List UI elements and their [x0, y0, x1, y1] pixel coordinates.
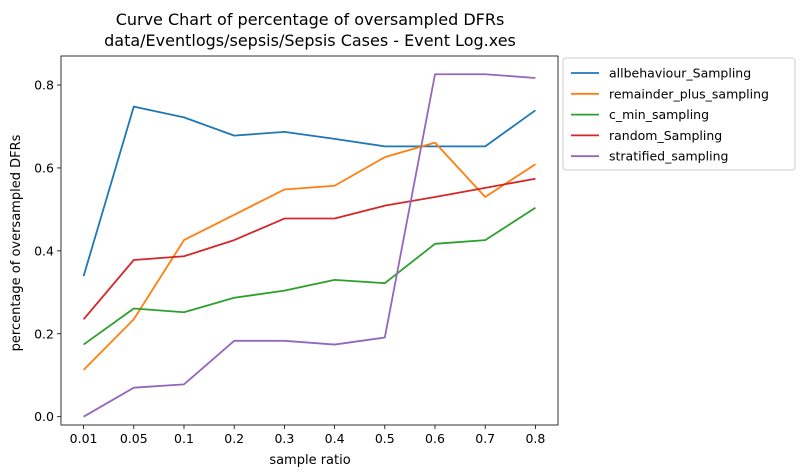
- chart-subtitle: data/Eventlogs/sepsis/Sepsis Cases - Eve…: [104, 31, 516, 50]
- plot-area: 0.01 0.05 0.1 0.2 0.3 0.4 0.5 0.6 0.7 0.8 0.00.20…: [34, 55, 559, 446]
- y-tick-label: 0.6: [34, 160, 54, 175]
- y-tick-label: 0.4: [34, 243, 54, 258]
- chart-title: Curve Chart of percentage of oversampled…: [116, 10, 505, 29]
- y-axis-label: percentage of oversampled DFRs: [9, 134, 24, 351]
- y-tick-label: 0.2: [34, 326, 54, 341]
- legend-label: random_Sampling: [609, 128, 722, 143]
- series-line-random_Sampling: [82, 177, 536, 320]
- y-tick-label: 0.8: [34, 78, 54, 93]
- x-tick-label: 0.7: [475, 431, 495, 446]
- x-axis-label: sample ratio: [269, 453, 350, 468]
- series-line-stratified_sampling: [83, 73, 536, 418]
- series-line-c_min_sampling: [83, 206, 536, 346]
- x-tick-label: 0.01: [70, 431, 98, 446]
- y-tick-label: 0.0: [34, 409, 54, 424]
- legend-box: [562, 57, 796, 171]
- series-line-remainder_plus_sampling: [82, 141, 536, 371]
- x-tick-label: 0.6: [425, 431, 445, 446]
- legend-label: remainder_plus_sampling: [609, 86, 769, 101]
- legend: allbehaviour_Sampling remainder_plus_samp…: [562, 57, 796, 171]
- legend-label: allbehaviour_Sampling: [609, 66, 751, 81]
- series-line-allbehaviour_Sampling: [82, 105, 536, 277]
- x-tick-label: 0.3: [274, 431, 294, 446]
- legend-label: stratified_sampling: [609, 149, 728, 164]
- x-axis: 0.01 0.05 0.1 0.2 0.3 0.4 0.5 0.6 0.7 0.8: [70, 425, 545, 446]
- legend-label: c_min_sampling: [609, 107, 709, 122]
- series-lines: [82, 73, 536, 418]
- x-tick-label: 0.5: [375, 431, 395, 446]
- x-tick-label: 0.2: [224, 431, 244, 446]
- plot-frame: [60, 55, 559, 426]
- x-tick-label: 0.4: [325, 431, 345, 446]
- y-axis: 0.0 0.2 0.4 0.6 0.8: [34, 78, 61, 424]
- x-tick-label: 0.1: [174, 431, 194, 446]
- x-tick-label: 0.8: [525, 431, 545, 446]
- x-tick-label: 0.05: [120, 431, 148, 446]
